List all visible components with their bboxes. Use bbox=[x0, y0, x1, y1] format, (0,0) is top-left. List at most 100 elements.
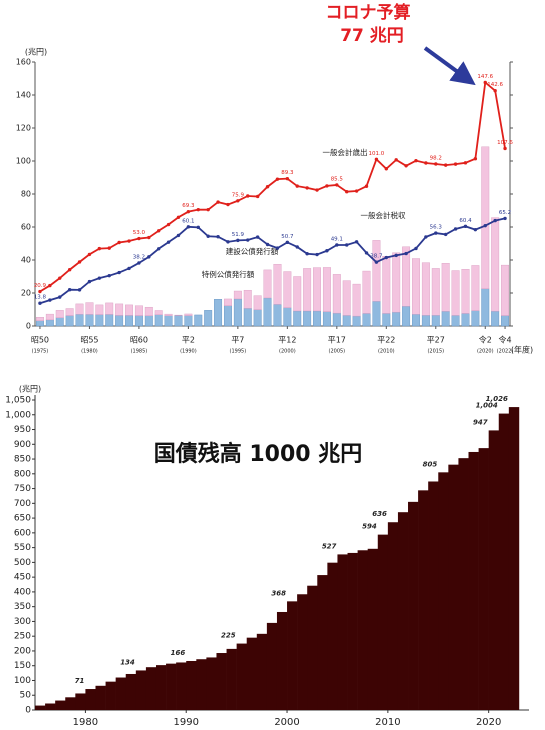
line-point bbox=[295, 184, 299, 188]
bar-segment bbox=[144, 315, 153, 327]
bar-segment bbox=[322, 267, 331, 312]
bar bbox=[317, 575, 328, 710]
line-point bbox=[434, 231, 438, 235]
bar bbox=[337, 554, 348, 710]
bar bbox=[367, 548, 379, 710]
line-point bbox=[117, 240, 121, 245]
data-label: 38.2 bbox=[133, 254, 145, 260]
bar-segment bbox=[402, 306, 411, 327]
line-point bbox=[58, 276, 62, 280]
line-point bbox=[117, 270, 121, 275]
line-point bbox=[216, 200, 220, 204]
y-axis-label: (兆円) bbox=[19, 384, 41, 394]
bar bbox=[45, 703, 56, 710]
bar bbox=[488, 430, 500, 710]
bar bbox=[498, 413, 510, 710]
bar-segment bbox=[382, 256, 391, 314]
x-tick-label: 昭60 bbox=[130, 336, 148, 345]
line-point bbox=[424, 235, 428, 239]
bar-segment bbox=[134, 305, 143, 316]
y-tick-label: 0 bbox=[26, 322, 31, 331]
y-tick-label: 800 bbox=[14, 469, 31, 479]
bar-segment bbox=[85, 302, 94, 315]
line-point bbox=[265, 185, 270, 189]
bar-segment bbox=[45, 319, 54, 327]
bar-segment bbox=[382, 313, 391, 327]
bar-segment bbox=[224, 298, 232, 306]
bar-segment bbox=[313, 310, 321, 327]
bar bbox=[85, 689, 96, 710]
data-label: 69.3 bbox=[182, 203, 195, 209]
bar-segment bbox=[85, 314, 94, 327]
bar-segment bbox=[481, 146, 490, 289]
y-tick-label: 750 bbox=[14, 484, 31, 494]
line-point bbox=[166, 222, 171, 227]
data-label: 225 bbox=[221, 632, 236, 640]
line-point bbox=[424, 161, 428, 165]
data-label: 53.0 bbox=[133, 230, 146, 236]
line-point bbox=[176, 215, 181, 219]
bar-segment bbox=[273, 264, 282, 305]
x-tick-label: 平2 bbox=[182, 336, 195, 345]
y-tick-label: 950 bbox=[14, 425, 31, 435]
line-point bbox=[453, 227, 458, 231]
y-tick-label: 400 bbox=[14, 587, 31, 597]
bar-segment bbox=[184, 315, 193, 327]
bar bbox=[266, 622, 278, 710]
line-point bbox=[226, 240, 230, 244]
bar-segment bbox=[481, 288, 490, 327]
bar-segment bbox=[392, 252, 401, 313]
bar-segment bbox=[144, 306, 153, 316]
bar bbox=[55, 700, 66, 710]
bar-segment bbox=[224, 305, 232, 327]
y-tick-label: 120 bbox=[16, 124, 31, 133]
bar-segment bbox=[233, 290, 242, 300]
y-tick-label: 500 bbox=[14, 558, 31, 568]
x-tick-label: 平17 bbox=[328, 336, 346, 345]
data-label: 71 bbox=[75, 677, 85, 685]
bar-segment bbox=[214, 299, 223, 327]
bar-segment bbox=[105, 302, 114, 315]
line-point bbox=[255, 194, 260, 199]
bar bbox=[478, 448, 489, 710]
y-tick-label: 650 bbox=[14, 514, 31, 524]
bar bbox=[145, 667, 157, 710]
data-label: 527 bbox=[322, 542, 337, 550]
line-point bbox=[156, 229, 161, 233]
line-point bbox=[127, 266, 131, 271]
bar-segment bbox=[412, 258, 420, 315]
bar-segment bbox=[313, 267, 321, 312]
bar bbox=[377, 534, 389, 710]
bar-segment bbox=[491, 310, 500, 327]
line-point bbox=[483, 80, 487, 85]
line-point bbox=[38, 301, 42, 305]
line-point bbox=[97, 246, 102, 251]
line-point bbox=[384, 255, 389, 260]
bar-segment bbox=[115, 303, 124, 316]
bar bbox=[196, 659, 207, 710]
x-tick-sublabel: (1975) bbox=[32, 349, 49, 355]
bar-segment bbox=[164, 313, 173, 316]
line-point bbox=[473, 227, 478, 232]
line-point bbox=[186, 209, 191, 214]
line-point bbox=[414, 246, 418, 251]
bar-segment bbox=[372, 240, 381, 302]
line-point bbox=[285, 240, 290, 245]
data-label: 98.2 bbox=[430, 155, 442, 161]
line-point bbox=[473, 156, 478, 161]
data-label: 101.0 bbox=[369, 151, 385, 157]
bar-segment bbox=[412, 314, 420, 327]
bar-segment bbox=[441, 263, 450, 312]
bar bbox=[408, 501, 419, 710]
arrow bbox=[423, 46, 476, 86]
line-point bbox=[345, 189, 349, 194]
data-label: 38.7 bbox=[370, 254, 383, 260]
bar-segment bbox=[332, 312, 341, 327]
y-tick-label: 40 bbox=[21, 256, 31, 265]
bar-segment bbox=[392, 311, 401, 327]
bar-segment bbox=[303, 310, 312, 327]
line-point bbox=[137, 261, 141, 265]
bar bbox=[438, 472, 449, 710]
bar-segment bbox=[154, 314, 163, 327]
bar-segment bbox=[283, 307, 292, 327]
